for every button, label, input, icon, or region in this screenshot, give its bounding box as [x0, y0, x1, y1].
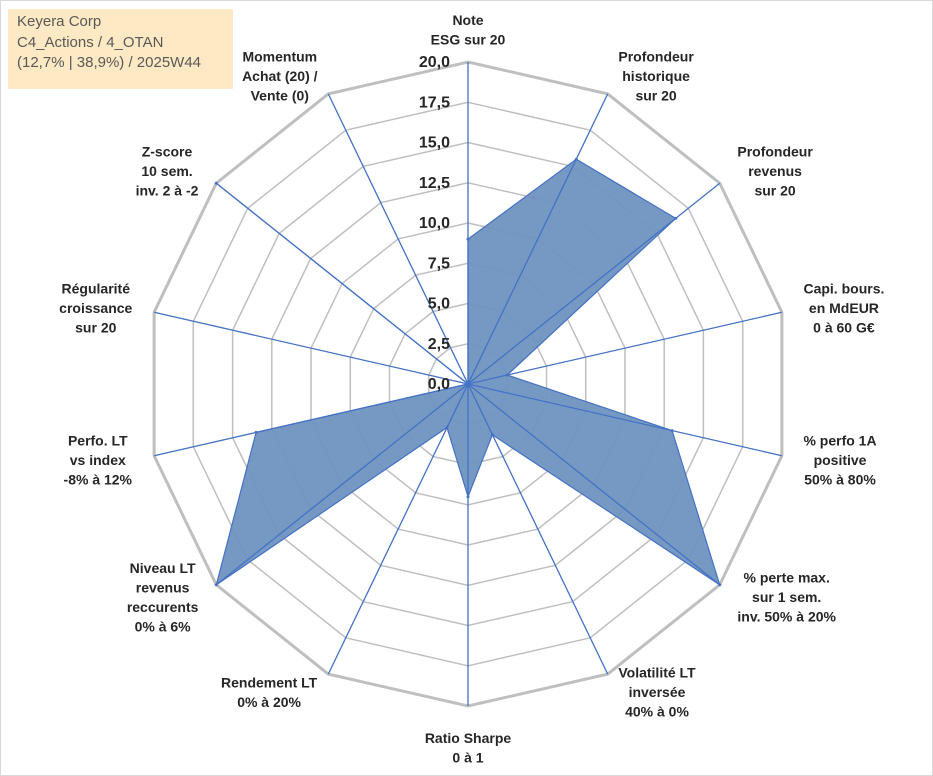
axis-label-3-line-1: en MdEUR [809, 300, 879, 316]
axis-label-10: Perfo. LT vs index -8% à 12% [64, 433, 133, 488]
axis-label-5-line-1: sur 1 sem. [752, 589, 821, 605]
axis-label-4: % perfo 1A positive 50% à 80% [803, 433, 876, 488]
tick-label-5: 12,5 [419, 175, 450, 192]
axis-label-10-line-0: Perfo. LT [68, 433, 128, 449]
axis-label-5-line-2: inv. 50% à 20% [737, 609, 836, 625]
axis-label-6-line-1: inversée [629, 684, 686, 700]
axis-label-2-line-2: sur 20 [754, 182, 795, 198]
axis-spoke-9 [215, 383, 469, 586]
axis-label-10-line-2: -8% à 12% [64, 472, 133, 488]
axis-label-2-line-1: revenus [748, 163, 802, 179]
radar-spokes [153, 62, 783, 706]
axis-label-4-line-1: positive [814, 452, 867, 468]
axis-label-11-line-0: Régularité [62, 280, 131, 296]
axis-label-7-line-0: Ratio Sharpe [425, 730, 512, 746]
axis-label-2-line-0: Profondeur [737, 143, 813, 159]
tick-label-2: 5,0 [428, 296, 450, 313]
axis-label-5: % perte max. sur 1 sem. inv. 50% à 20% [737, 570, 836, 625]
axis-label-1: Profondeur historique sur 20 [618, 48, 694, 103]
axis-spoke-6 [467, 383, 609, 675]
axis-label-9-line-1: revenus [136, 580, 190, 596]
axis-label-8: Rendement LT 0% à 20% [221, 674, 318, 710]
axis-label-12-line-2: inv. 2 à -2 [136, 182, 199, 198]
axis-spoke-5 [467, 383, 721, 586]
axis-spoke-3 [467, 311, 783, 385]
axis-label-12: Z-score 10 sem. inv. 2 à -2 [136, 143, 199, 198]
axis-label-0-line-1: ESG sur 20 [431, 32, 506, 48]
category-line: C4_Actions / 4_OTAN [17, 33, 164, 51]
axis-label-13-line-1: Achat (20) / [242, 68, 318, 84]
axis-label-1-line-2: sur 20 [635, 87, 676, 103]
tick-label-7: 17,5 [419, 94, 450, 111]
axis-label-8-line-0: Rendement LT [221, 674, 318, 690]
axis-spoke-12 [215, 182, 469, 385]
axis-label-3: Capi. bours. en MdEUR 0 à 60 G€ [803, 280, 884, 335]
chart-title-box: Keyera Corp C4_Actions / 4_OTAN (12,7% |… [8, 9, 233, 89]
axis-spoke-11 [153, 311, 469, 385]
axis-label-11-line-2: sur 20 [75, 319, 116, 335]
axis-label-9-line-0: Niveau LT [130, 560, 196, 576]
axis-label-4-line-2: 50% à 80% [804, 472, 876, 488]
tick-label-4: 10,0 [419, 215, 450, 232]
axis-label-0: Note ESG sur 20 [431, 12, 506, 48]
axis-label-9-line-3: 0% à 6% [135, 619, 192, 635]
axis-label-13: Momentum Achat (20) / Vente (0) [242, 48, 318, 103]
axis-label-2: Profondeur revenus sur 20 [737, 143, 813, 198]
axis-spoke-8 [327, 383, 469, 675]
axis-label-5-line-0: % perte max. [743, 570, 829, 586]
axis-label-12-line-0: Z-score [142, 143, 193, 159]
axis-label-11: Régularité croissance sur 20 [59, 280, 132, 335]
tick-label-8: 20,0 [419, 54, 450, 71]
tick-label-6: 15,0 [419, 135, 450, 152]
tick-label-0: 0,0 [428, 376, 450, 393]
axis-label-11-line-1: croissance [59, 300, 132, 316]
axis-label-13-line-2: Vente (0) [251, 87, 309, 103]
stats-line: (12,7% | 38,9%) / 2025W44 [17, 54, 201, 71]
axis-label-9-line-2: reccurents [127, 599, 199, 615]
axis-label-7-line-1: 0 à 1 [452, 750, 483, 766]
radial-tick-labels: 0,0 2,5 5,0 7,5 10,0 12,5 15,0 17,5 20,0 [419, 54, 450, 393]
axis-label-8-line-1: 0% à 20% [237, 694, 301, 710]
axis-label-10-line-1: vs index [70, 452, 126, 468]
tick-label-3: 7,5 [428, 255, 450, 272]
axis-label-7: Ratio Sharpe 0 à 1 [425, 730, 512, 766]
axis-spoke-10 [153, 383, 469, 457]
company-name: Keyera Corp [17, 13, 102, 30]
axis-label-1-line-0: Profondeur [618, 48, 694, 64]
axis-label-4-line-0: % perfo 1A [803, 433, 876, 449]
axis-spoke-4 [467, 383, 783, 457]
axis-spoke-2 [467, 182, 721, 385]
axis-label-12-line-1: 10 sem. [141, 163, 192, 179]
axis-label-0-line-0: Note [452, 12, 483, 28]
axis-spoke-1 [467, 93, 609, 385]
axis-label-1-line-1: historique [622, 68, 690, 84]
axis-label-13-line-0: Momentum [242, 48, 317, 64]
axis-label-3-line-2: 0 à 60 G€ [813, 319, 875, 335]
axis-label-6: Volatilité LT inversée 40% à 0% [618, 665, 696, 720]
axis-label-6-line-2: 40% à 0% [625, 704, 689, 720]
axis-label-6-line-0: Volatilité LT [618, 665, 696, 681]
axis-labels: Note ESG sur 20 Profondeur historique sur 20… [59, 12, 884, 766]
axis-label-9: Niveau LT revenus reccurents 0% à 6% [127, 560, 199, 635]
axis-label-3-line-0: Capi. bours. [803, 280, 884, 296]
tick-label-1: 2,5 [428, 336, 450, 353]
axis-spoke-13 [327, 93, 469, 385]
